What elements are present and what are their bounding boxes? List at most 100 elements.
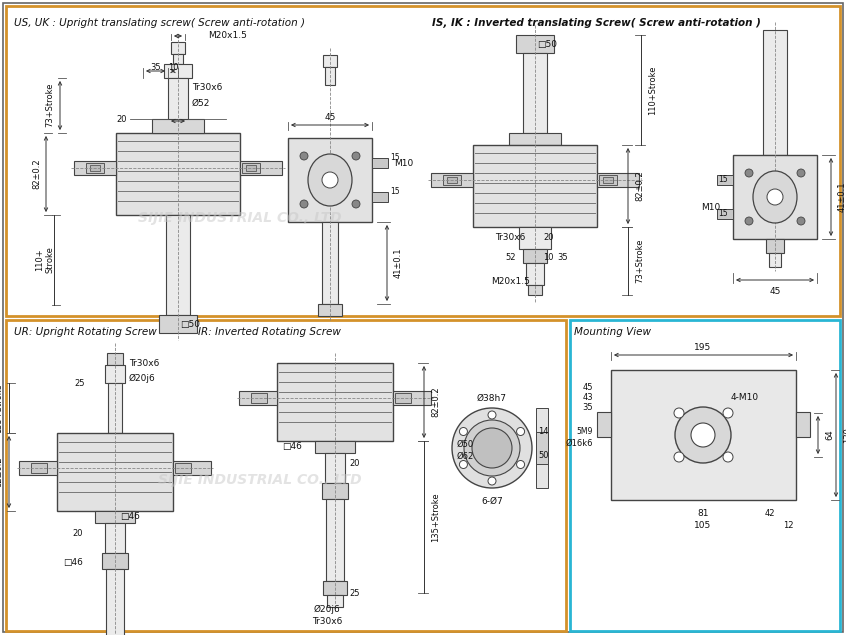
Bar <box>327 595 343 607</box>
Circle shape <box>674 408 684 418</box>
Text: 195: 195 <box>695 342 711 352</box>
Text: 41±0.1: 41±0.1 <box>838 182 846 212</box>
Circle shape <box>745 217 753 225</box>
Bar <box>323 581 347 595</box>
Text: 20: 20 <box>543 232 553 241</box>
Text: 110+Stroke: 110+Stroke <box>649 65 657 115</box>
Text: 35: 35 <box>557 253 568 262</box>
Bar <box>323 55 337 67</box>
Text: 82±0.2: 82±0.2 <box>431 387 441 417</box>
Circle shape <box>488 477 496 485</box>
Text: 135+Stroke: 135+Stroke <box>0 383 3 433</box>
Text: 5M9: 5M9 <box>577 427 593 436</box>
Text: 45: 45 <box>583 384 593 392</box>
Bar <box>523 249 547 263</box>
Bar <box>322 483 348 499</box>
Bar <box>516 35 554 53</box>
Bar <box>447 177 457 183</box>
Bar <box>6 320 566 631</box>
Text: □50: □50 <box>180 319 200 328</box>
Bar <box>19 461 57 475</box>
Circle shape <box>459 460 468 469</box>
Text: Ø16k6: Ø16k6 <box>565 439 593 448</box>
Circle shape <box>723 408 733 418</box>
Bar <box>431 173 473 187</box>
Bar <box>528 285 542 295</box>
Text: Tr30x6: Tr30x6 <box>495 232 525 241</box>
Bar <box>57 433 173 511</box>
Circle shape <box>300 200 308 208</box>
Bar <box>164 64 192 78</box>
Circle shape <box>472 428 512 468</box>
Text: Ø52: Ø52 <box>192 98 211 107</box>
Text: 82±0.2: 82±0.2 <box>32 159 41 189</box>
Bar <box>246 165 256 171</box>
Text: 43: 43 <box>582 394 593 403</box>
Circle shape <box>723 452 733 462</box>
Bar <box>519 227 551 249</box>
Text: 15: 15 <box>390 154 399 163</box>
Bar <box>152 119 204 133</box>
Text: 12: 12 <box>783 521 794 530</box>
Bar <box>173 461 211 475</box>
Bar <box>102 553 128 569</box>
Bar <box>611 370 796 500</box>
Text: 6-Ø7: 6-Ø7 <box>481 497 503 505</box>
Text: 110+
Stroke: 110+ Stroke <box>36 246 55 274</box>
Circle shape <box>674 452 684 462</box>
Bar <box>86 163 104 173</box>
Bar <box>105 365 125 383</box>
Bar <box>733 155 817 239</box>
Text: 81: 81 <box>697 509 709 519</box>
Text: US, UK : Upright translating screw( Screw anti-rotation ): US, UK : Upright translating screw( Scre… <box>14 18 305 28</box>
Text: Ø20j6: Ø20j6 <box>129 373 156 382</box>
Bar <box>166 215 190 315</box>
Circle shape <box>459 427 468 436</box>
Text: 25: 25 <box>349 589 360 598</box>
Text: 15: 15 <box>718 210 728 218</box>
Text: 42: 42 <box>765 509 775 519</box>
Circle shape <box>675 407 731 463</box>
Text: □50: □50 <box>537 39 557 48</box>
Ellipse shape <box>753 171 797 223</box>
Bar <box>315 441 355 453</box>
Bar <box>536 432 548 464</box>
Text: Ø20j6: Ø20j6 <box>314 605 340 613</box>
Text: 73+Stroke: 73+Stroke <box>46 83 54 127</box>
Circle shape <box>300 152 308 160</box>
Bar <box>251 393 267 403</box>
Text: □46: □46 <box>120 512 140 521</box>
Text: SIJIE INDUSTRIAL CO., LTD: SIJIE INDUSTRIAL CO., LTD <box>158 473 362 487</box>
Text: 25: 25 <box>74 378 85 387</box>
Circle shape <box>797 217 805 225</box>
Bar <box>173 54 183 64</box>
Text: Tr30x6: Tr30x6 <box>312 617 342 625</box>
Bar <box>95 511 135 523</box>
Bar <box>570 320 840 631</box>
Bar <box>106 569 124 635</box>
Text: IS, IK : Inverted translating Screw( Screw anti-rotation ): IS, IK : Inverted translating Screw( Scr… <box>432 18 761 28</box>
Bar <box>240 161 282 175</box>
Bar <box>597 412 611 437</box>
Text: Ø50: Ø50 <box>457 439 474 448</box>
Bar <box>322 222 338 304</box>
Text: 82±0.2: 82±0.2 <box>0 457 3 487</box>
Text: 45: 45 <box>769 288 781 297</box>
Bar <box>116 133 240 215</box>
Bar <box>372 158 388 168</box>
Bar <box>536 408 548 488</box>
Ellipse shape <box>308 154 352 206</box>
Bar <box>526 263 544 285</box>
Text: M20x1.5: M20x1.5 <box>208 32 247 41</box>
Text: 105: 105 <box>695 521 711 530</box>
Text: Tr30x6: Tr30x6 <box>192 83 222 93</box>
Text: UR: Upright Rotating Screw: UR: Upright Rotating Screw <box>14 327 157 337</box>
Text: □46: □46 <box>282 443 302 451</box>
Text: 35: 35 <box>582 403 593 413</box>
Text: 15: 15 <box>390 187 399 196</box>
Circle shape <box>352 152 360 160</box>
Bar <box>599 175 617 185</box>
Bar <box>159 315 197 333</box>
Text: M20x1.5: M20x1.5 <box>491 277 530 286</box>
Text: 35: 35 <box>151 62 162 72</box>
